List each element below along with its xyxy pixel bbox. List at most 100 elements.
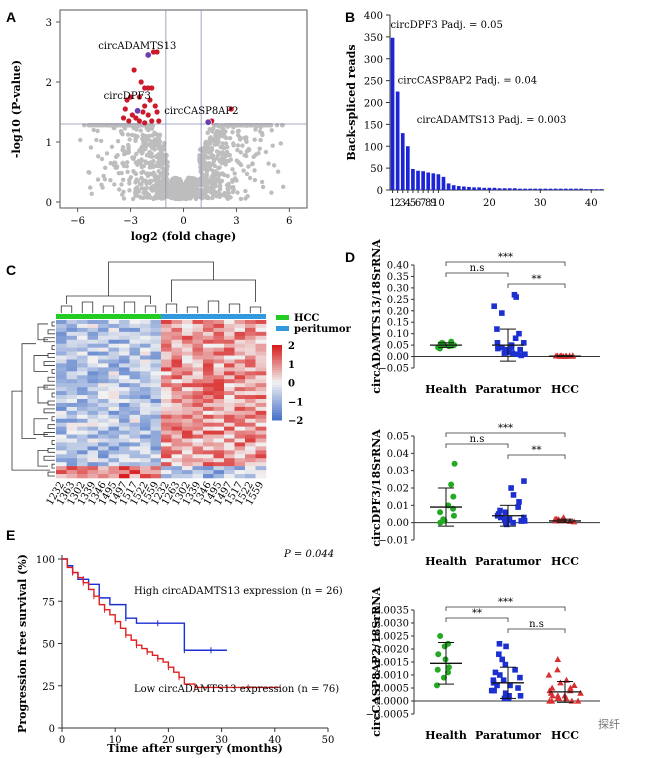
background-point: [146, 160, 151, 166]
heatmap-cell: [192, 347, 204, 352]
heatmap-cell: [108, 331, 120, 337]
heatmap-cell: [255, 379, 267, 384]
background-point: [257, 129, 263, 134]
heatmap-cell: [66, 446, 78, 451]
dot: [499, 310, 505, 316]
heatmap-cell: [182, 367, 193, 372]
heatmap-cell: [192, 410, 204, 416]
background-point: [156, 158, 162, 164]
y-tick-label: 100: [364, 142, 383, 153]
dot-plot-2: 0.05 0.04 0.03 0.02 0.01 0.00 −0.01circDPF3/18…: [370, 423, 600, 568]
dot: [554, 666, 561, 673]
heatmap-cell: [213, 426, 225, 431]
heatmap-cell: [255, 371, 267, 376]
background-point: [159, 154, 164, 159]
heatmap-cell: [77, 379, 88, 384]
bar: [528, 188, 532, 190]
heatmap-cell: [66, 323, 78, 329]
heatmap-cell: [203, 430, 214, 435]
heatmap-cell: [150, 327, 162, 333]
color-scale-step: [272, 395, 282, 398]
heatmap-cell: [140, 395, 151, 400]
heatmap-cell: [192, 450, 204, 455]
bar: [492, 187, 497, 190]
heatmap-cell: [108, 466, 120, 471]
heatmap-cell: [161, 387, 172, 392]
heatmap-cell: [245, 323, 256, 329]
heatmap-cell: [150, 383, 162, 388]
background-point: [101, 173, 106, 179]
heatmap-cell: [77, 320, 88, 325]
heatmap-cell: [171, 351, 183, 356]
heatmap-cell: [87, 343, 99, 348]
background-point: [103, 165, 108, 170]
y-tick-label: 1: [46, 138, 52, 149]
heatmap-cell: [140, 399, 151, 404]
x-tick-label: 8: [425, 198, 431, 209]
heatmap-cell: [77, 323, 88, 329]
background-point: [158, 163, 164, 169]
significance-bracket: [507, 283, 566, 288]
background-point: [78, 137, 83, 143]
survival-curve-low: [62, 558, 281, 689]
background-point: [94, 137, 99, 143]
y-axis-title: circCASP8AP2/18SrRNA: [370, 587, 383, 737]
heatmap-cell: [192, 470, 204, 475]
background-point: [242, 135, 247, 141]
heatmap-cell: [255, 375, 267, 380]
group-bar-hcc: [56, 314, 161, 319]
dot: [521, 514, 527, 521]
significance-bracket: [445, 617, 509, 622]
heatmap-cell: [182, 323, 193, 329]
heatmap-cell: [108, 422, 120, 427]
y-tick-label: 350: [364, 33, 383, 44]
background-point: [126, 144, 131, 150]
background-point: [121, 189, 126, 194]
heatmap-cell: [87, 323, 99, 329]
heatmap-cell: [87, 402, 99, 408]
heatmap-cell: [56, 458, 67, 463]
heatmap-cell: [87, 410, 99, 416]
heatmap-cell: [234, 402, 246, 408]
dot: [515, 685, 521, 691]
heatmap-cell: [119, 450, 130, 455]
y-tick-label: 75: [42, 597, 55, 608]
y-tick-label: −0.0005: [366, 710, 409, 721]
legend-label: peritumor: [294, 324, 352, 335]
heatmap-cell: [234, 458, 246, 463]
heatmap-cell: [182, 410, 193, 416]
background-point: [140, 149, 145, 155]
heatmap-cell: [56, 422, 67, 427]
group-label: HCC: [551, 729, 579, 742]
heatmap-cell: [161, 410, 172, 416]
heatmap-cell: [56, 446, 67, 451]
heatmap-cell: [203, 371, 214, 376]
background-point: [235, 147, 240, 153]
heatmap-cell: [255, 323, 267, 329]
heatmap-cell: [98, 391, 109, 396]
heatmap-cell: [56, 474, 67, 479]
heatmap-cell: [150, 323, 162, 329]
bar: [390, 37, 395, 190]
heatmap-cell: [108, 375, 120, 380]
heatmap-cell: [213, 347, 225, 352]
bar: [599, 189, 604, 190]
heatmap-cell: [140, 450, 151, 455]
background-point: [125, 132, 131, 137]
dot: [445, 664, 452, 671]
background-point: [119, 129, 124, 134]
y-tick-label: 0.40: [387, 261, 409, 272]
heatmap-cell: [161, 442, 172, 447]
heatmap-cell: [192, 387, 204, 392]
heatmap-cell: [203, 438, 214, 443]
dot: [450, 512, 457, 519]
heatmap-cell: [255, 422, 267, 427]
heatmap-cell: [161, 406, 172, 412]
bar: [553, 188, 558, 190]
heatmap-cell: [255, 458, 267, 463]
dot: [440, 674, 447, 681]
background-point: [218, 145, 223, 150]
color-scale-label: −1: [288, 397, 303, 408]
heatmap-cell: [119, 402, 130, 408]
heatmap-cell: [66, 422, 78, 427]
